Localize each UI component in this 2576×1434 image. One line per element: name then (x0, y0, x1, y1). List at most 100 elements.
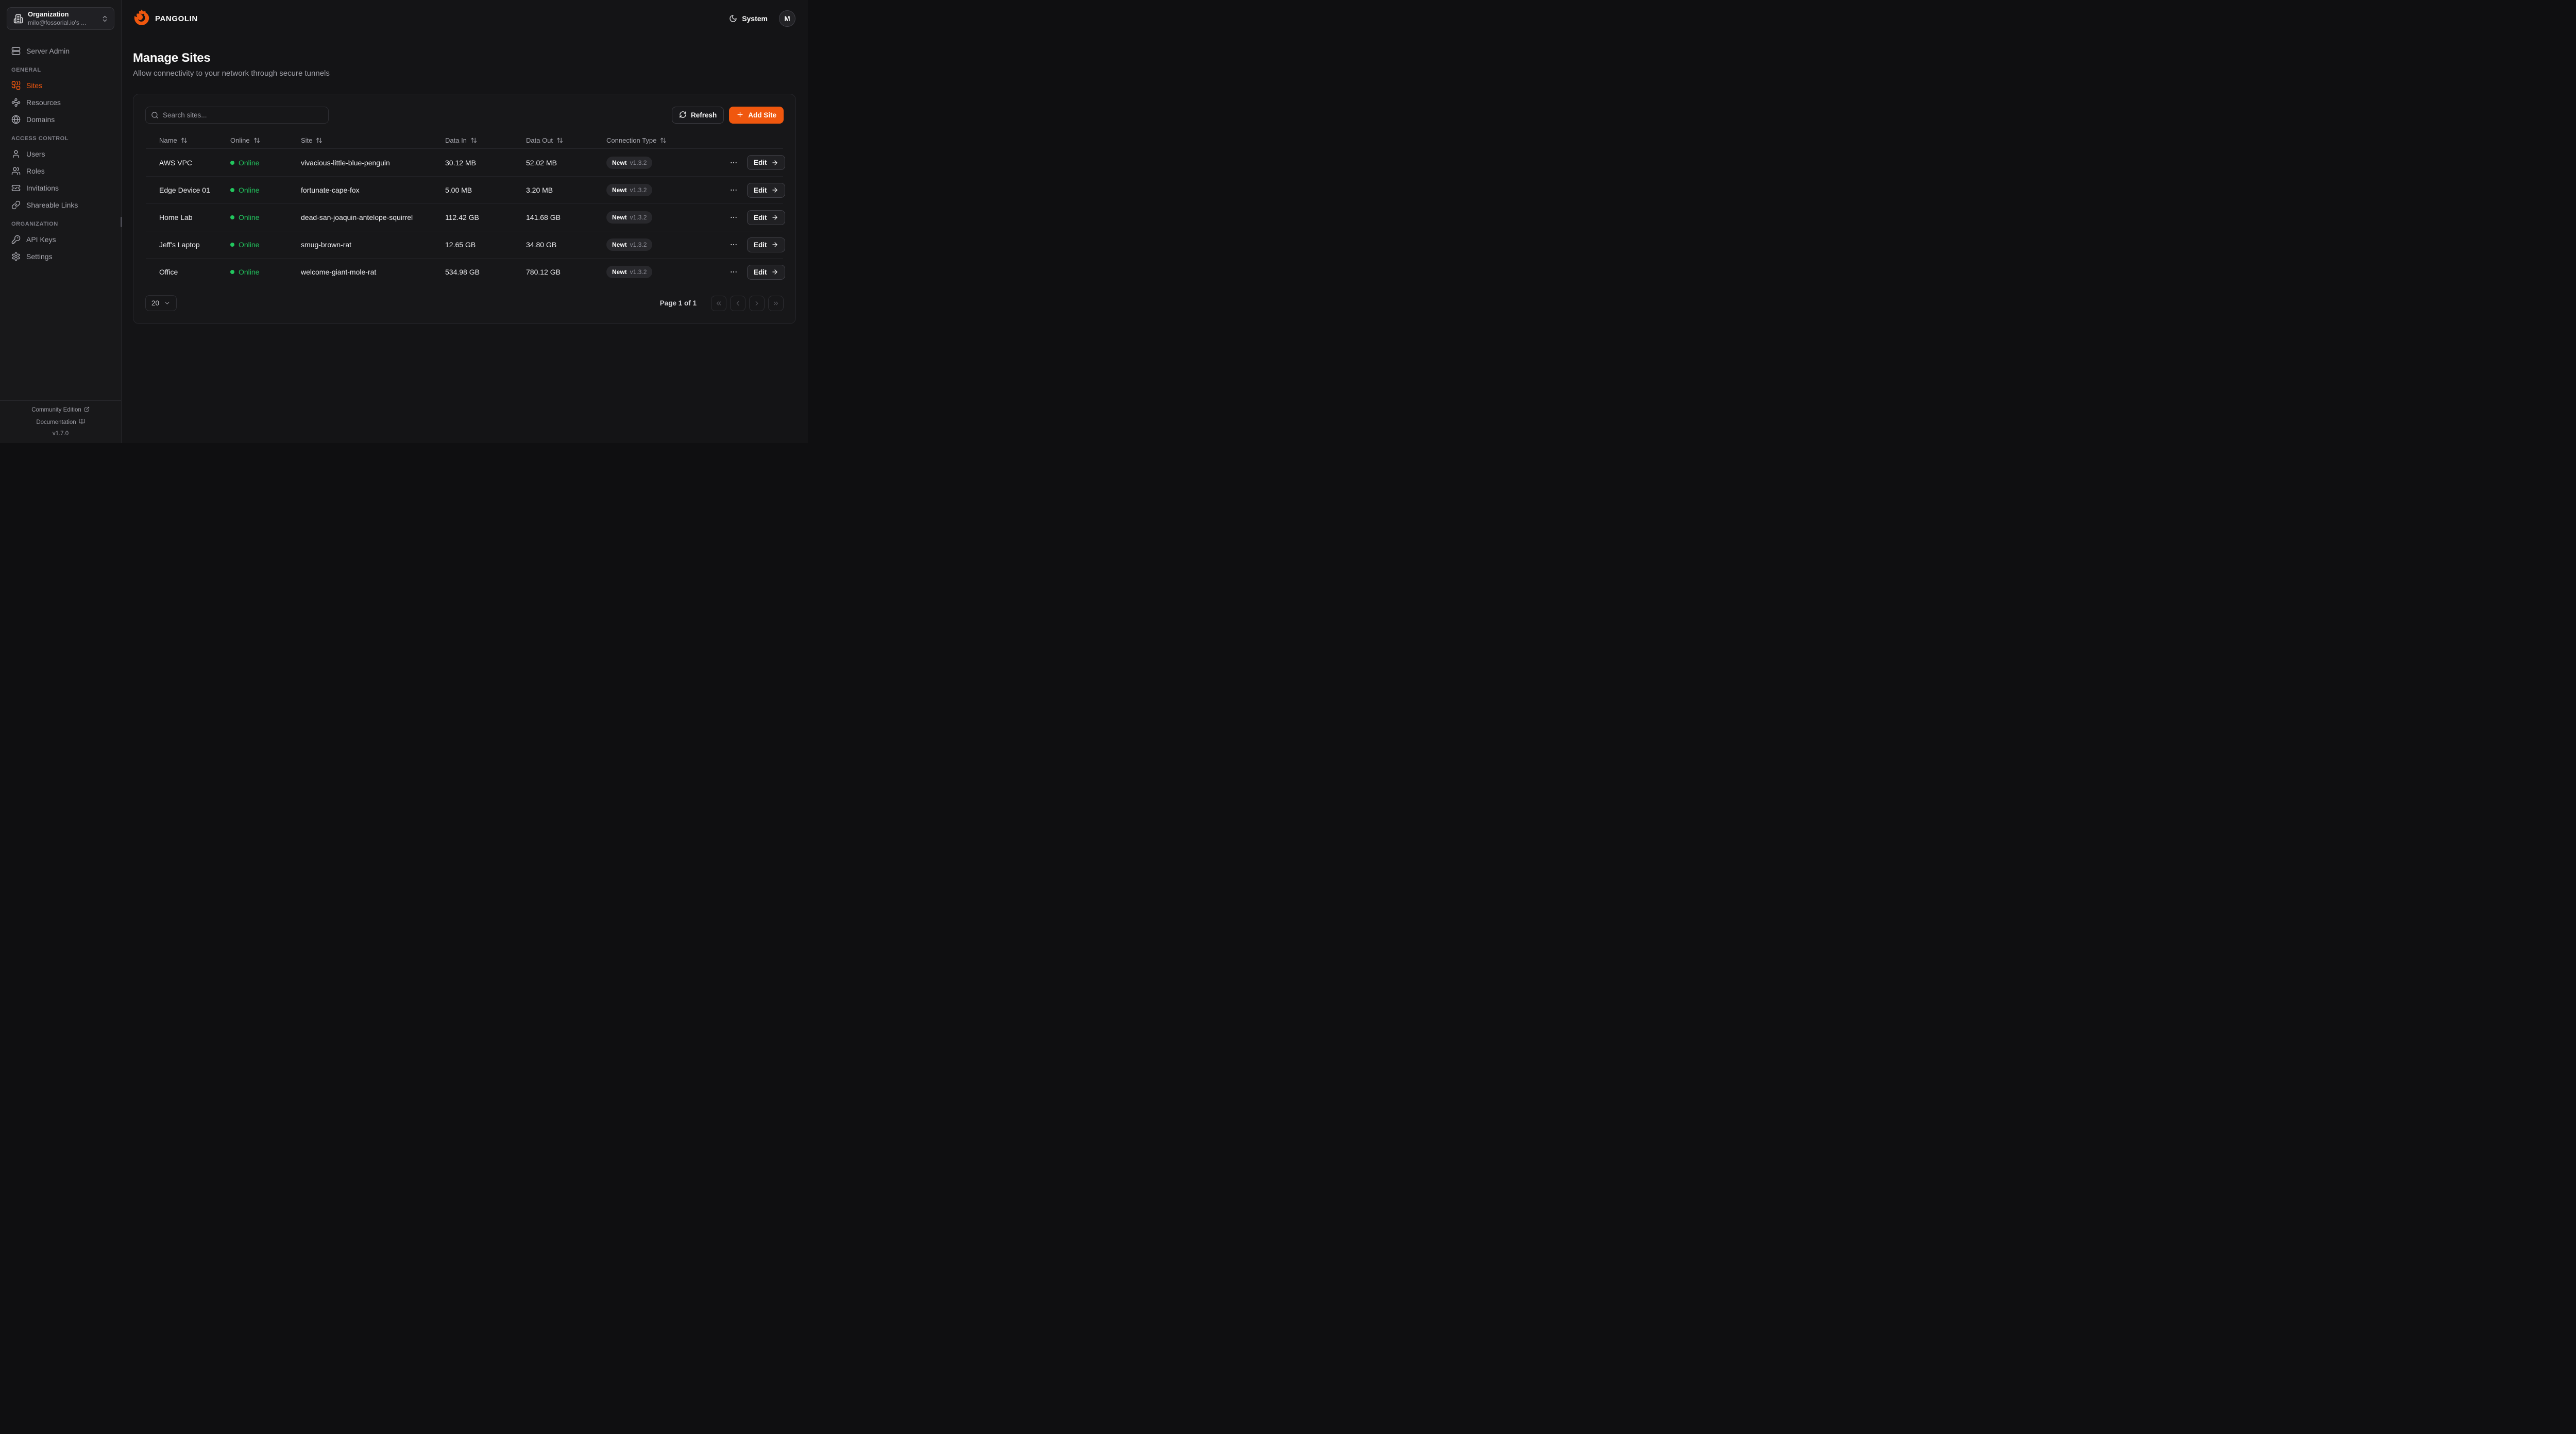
edit-button[interactable]: Edit (747, 237, 785, 252)
sidebar-resize-handle[interactable] (121, 217, 122, 227)
sidebar-item-api-keys[interactable]: API Keys (7, 231, 114, 248)
documentation-label: Documentation (36, 419, 76, 425)
row-actions: Edit (728, 210, 785, 225)
sidebar-sections: GENERAL Sites Resources Domains ACCESS CONTR… (7, 67, 114, 265)
connection-type-badge: Newt v1.3.2 (606, 184, 653, 196)
sidebar-item-settings[interactable]: Settings (7, 248, 114, 265)
org-selector[interactable]: Organization milo@fossorial.io's ... (7, 7, 114, 30)
table-row[interactable]: Jeff's Laptop Online smug-brown-rat 12.6… (146, 231, 785, 258)
arrow-right-icon (772, 242, 777, 247)
column-header-data-out[interactable]: Data Out (526, 136, 606, 144)
refresh-icon (679, 111, 687, 120)
row-menu-button[interactable] (728, 212, 739, 223)
arrow-up-down-icon (316, 138, 323, 143)
row-menu-button[interactable] (728, 267, 739, 277)
sidebar-nav: Server Admin GENERAL Sites Resources Domain… (0, 30, 121, 400)
chevron-left-icon (736, 301, 739, 305)
last-page-button[interactable] (768, 295, 784, 311)
table-row[interactable]: Home Lab Online dead-san-joaquin-antelop… (146, 203, 785, 231)
column-header-data-in[interactable]: Data In (445, 136, 526, 144)
data-out-cell: 52.02 MB (526, 158, 557, 167)
connection-version-label: v1.3.2 (630, 159, 647, 166)
chevrons-left-icon (716, 301, 721, 305)
page-title: Manage Sites (133, 51, 211, 65)
key-icon (11, 235, 21, 244)
column-header-online[interactable]: Online (230, 136, 301, 144)
sidebar-item-resources[interactable]: Resources (7, 94, 114, 111)
community-edition-link[interactable]: Community Edition (5, 406, 116, 414)
sidebar-item-roles[interactable]: Roles (7, 162, 114, 179)
row-menu-button[interactable] (728, 185, 739, 195)
data-in-cell: 12.65 GB (445, 241, 476, 249)
site-name-cell: Jeff's Laptop (159, 241, 200, 249)
first-page-button[interactable] (711, 295, 726, 311)
page-size-select[interactable]: 20 (145, 295, 177, 311)
sidebar-item-server-admin[interactable]: Server Admin (7, 42, 114, 59)
ellipsis-icon (731, 244, 737, 246)
connection-version-label: v1.3.2 (630, 186, 647, 194)
page-status: Page 1 of 1 (659, 299, 697, 307)
table-row[interactable]: AWS VPC Online vivacious-little-blue-pen… (146, 149, 785, 176)
edit-button[interactable]: Edit (747, 264, 785, 280)
site-status-cell: Online (230, 186, 301, 194)
table-row[interactable]: Edge Device 01 Online fortunate-cape-fox… (146, 176, 785, 203)
connection-type-cell: Newt v1.3.2 (606, 184, 728, 196)
ticket-check-icon (11, 183, 21, 193)
avatar[interactable]: M (779, 10, 795, 27)
card-toolbar: Refresh Add Site (133, 94, 795, 132)
connection-type-badge: Newt v1.3.2 (606, 238, 653, 251)
theme-toggle[interactable]: System (729, 14, 768, 23)
table-row[interactable]: Office Online welcome-giant-mole-rat 534… (146, 258, 785, 285)
edit-button[interactable]: Edit (747, 182, 785, 198)
previous-page-button[interactable] (730, 295, 745, 311)
chevrons-right-icon (773, 301, 778, 305)
arrow-right-icon (772, 215, 777, 220)
column-header-label: Connection Type (606, 136, 657, 144)
online-dot-icon (230, 243, 234, 247)
edit-button[interactable]: Edit (747, 210, 785, 225)
user-icon (11, 149, 21, 159)
add-site-button[interactable]: Add Site (729, 107, 784, 124)
edit-button[interactable]: Edit (747, 155, 785, 170)
table-body: AWS VPC Online vivacious-little-blue-pen… (146, 149, 785, 285)
app-window: Organization milo@fossorial.io's ... Ser… (0, 0, 808, 443)
connection-type-label: Newt (612, 214, 627, 221)
search-input[interactable] (163, 111, 323, 119)
row-menu-button[interactable] (728, 158, 739, 168)
org-selector-label: Organization (28, 10, 69, 19)
arrow-right-icon (772, 160, 777, 165)
online-dot-icon (230, 270, 234, 274)
site-slug-cell: fortunate-cape-fox (301, 186, 360, 194)
pangolin-logo-icon (133, 9, 150, 29)
sidebar-item-shareable-links[interactable]: Shareable Links (7, 196, 114, 213)
site-slug-cell: dead-san-joaquin-antelope-squirrel (301, 213, 413, 221)
nav-section-heading: ACCESS CONTROL (11, 135, 69, 142)
site-name-cell: Office (159, 268, 178, 276)
row-menu-button[interactable] (728, 240, 739, 250)
sidebar-item-sites[interactable]: Sites (7, 77, 114, 94)
sidebar-item-domains[interactable]: Domains (7, 111, 114, 128)
data-in-cell: 534.98 GB (445, 268, 480, 276)
version-label: v1.7.0 (52, 431, 69, 437)
column-header-name[interactable]: Name (159, 136, 230, 144)
site-slug-cell: vivacious-little-blue-penguin (301, 158, 390, 167)
row-actions: Edit (728, 237, 785, 252)
users-icon (11, 166, 21, 176)
pangolin-logo[interactable]: PANGOLIN (133, 9, 198, 29)
next-page-button[interactable] (749, 295, 765, 311)
arrow-up-down-icon (557, 138, 563, 143)
status-label: Online (239, 241, 260, 249)
page-size-value: 20 (151, 299, 160, 307)
column-header-connection-type[interactable]: Connection Type (606, 136, 728, 144)
sidebar-item-label: Sites (26, 81, 43, 90)
connection-type-cell: Newt v1.3.2 (606, 266, 728, 278)
sidebar-item-label: Resources (26, 98, 61, 107)
column-header-site[interactable]: Site (301, 136, 445, 144)
org-selector-value: milo@fossorial.io's ... (28, 19, 87, 26)
documentation-link[interactable]: Documentation (5, 418, 116, 426)
sidebar-item-users[interactable]: Users (7, 145, 114, 162)
arrow-up-down-icon (660, 138, 667, 143)
sidebar-item-invitations[interactable]: Invitations (7, 179, 114, 196)
arrow-up-down-icon (253, 138, 260, 143)
refresh-button[interactable]: Refresh (671, 107, 724, 124)
